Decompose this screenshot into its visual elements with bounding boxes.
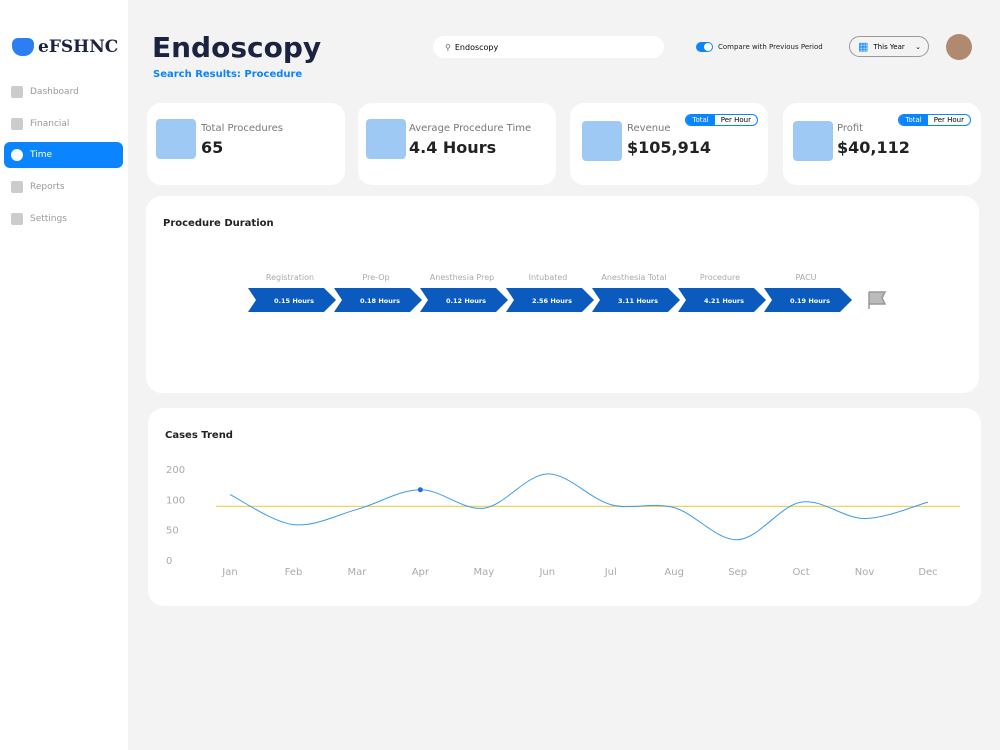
panel-title: Procedure Duration bbox=[163, 218, 274, 229]
nav-item[interactable]: Reports bbox=[4, 174, 123, 200]
card-value: $40,112 bbox=[837, 138, 910, 157]
step-label: Registration bbox=[266, 273, 314, 282]
step-label: Anesthesia Prep bbox=[430, 273, 494, 282]
search-text: Endoscopy bbox=[454, 42, 499, 52]
search-box[interactable]: ⚲ Endoscopy bbox=[433, 36, 664, 58]
page-title: Endoscopy bbox=[152, 31, 322, 64]
toggle-option[interactable]: Per Hour bbox=[933, 116, 964, 124]
y-tick-label: 0 bbox=[166, 556, 172, 567]
card-label: Revenue bbox=[627, 123, 671, 134]
trend-panel: Cases Trend 0 50 100 200 Jan Feb Mar Apr May Jun J… bbox=[148, 408, 981, 606]
x-tick-label: May bbox=[473, 567, 494, 578]
step-chevron bbox=[506, 288, 594, 312]
card-label: Profit bbox=[837, 123, 864, 134]
step-value: 3.11 Hours bbox=[618, 297, 658, 305]
duration-panel: Procedure Duration Registration 0.15 Hour… bbox=[146, 196, 979, 393]
stat-card: Revenue $105,914 Total Per Hour bbox=[570, 103, 768, 185]
step-label: Intubated bbox=[529, 273, 568, 282]
logo-icon bbox=[12, 38, 34, 56]
toggle-option[interactable]: Total bbox=[686, 115, 715, 125]
step-chevron bbox=[764, 288, 852, 312]
step-label: PACU bbox=[795, 273, 816, 282]
period-dropdown[interactable]: ▦ This Year ⌄ bbox=[849, 36, 929, 57]
duration-flow: Procedure Duration Registration 0.15 Hour… bbox=[163, 218, 887, 312]
step-chevron bbox=[334, 288, 422, 312]
toggle-switch[interactable] bbox=[696, 42, 713, 52]
chart-title: Cases Trend bbox=[165, 430, 233, 441]
x-tick-label: Jan bbox=[221, 567, 237, 578]
step-value: 0.15 Hours bbox=[274, 297, 314, 305]
step-chevron bbox=[592, 288, 680, 312]
nav-item[interactable]: Time bbox=[4, 142, 123, 168]
finish-flag bbox=[868, 291, 887, 309]
card-label: Average Procedure Time bbox=[409, 123, 532, 134]
highlight-point bbox=[417, 487, 423, 493]
nav-item[interactable]: Financial bbox=[4, 111, 123, 137]
sidebar: eFSHNC Dashboard Financial Time Reports … bbox=[0, 0, 128, 750]
trend-line bbox=[229, 473, 929, 541]
step-value: 0.12 Hours bbox=[446, 297, 486, 305]
nav-item[interactable]: Dashboard bbox=[4, 79, 123, 105]
card-label: Total Procedures bbox=[201, 123, 283, 134]
nav-item[interactable]: Settings bbox=[4, 206, 123, 232]
step-chevron bbox=[420, 288, 508, 312]
x-tick-label: Oct bbox=[792, 567, 809, 578]
compare-label: Compare with Previous Period bbox=[718, 43, 823, 51]
chart: Cases Trend 0 50 100 200 Jan Feb Mar Apr May Jun J… bbox=[165, 430, 960, 578]
x-tick-label: Dec bbox=[918, 567, 937, 578]
x-tick-label: Nov bbox=[855, 567, 875, 578]
x-tick-label: Apr bbox=[412, 567, 430, 578]
x-tick-label: Feb bbox=[285, 567, 303, 578]
stat-card: Total Procedures 65 bbox=[147, 103, 345, 185]
step-label: Pre-Op bbox=[362, 273, 389, 282]
brand: eFSHNC bbox=[38, 37, 119, 57]
y-tick-label: 100 bbox=[166, 495, 185, 506]
x-tick-label: Aug bbox=[664, 567, 684, 578]
toggle-option[interactable]: Total bbox=[899, 115, 928, 125]
card-value: 4.4 Hours bbox=[409, 138, 497, 157]
step-label: Anesthesia Total bbox=[601, 273, 666, 282]
nav-label: Reports bbox=[30, 182, 65, 192]
toggle-option[interactable]: Per Hour bbox=[720, 116, 751, 124]
step-value: 0.18 Hours bbox=[360, 297, 400, 305]
step-value: 4.21 Hours bbox=[704, 297, 744, 305]
nav-label: Time bbox=[30, 150, 53, 160]
y-tick-label: 200 bbox=[166, 465, 185, 476]
period-label: This Year bbox=[873, 42, 905, 51]
y-tick-label: 50 bbox=[166, 526, 179, 537]
toggle[interactable]: Total Per Hour bbox=[898, 114, 971, 126]
x-tick-label: Jul bbox=[604, 567, 617, 578]
step-value: 2.56 Hours bbox=[532, 297, 572, 305]
avatar[interactable] bbox=[946, 34, 972, 60]
nav-label: Settings bbox=[30, 214, 67, 224]
step-label: Procedure bbox=[700, 273, 740, 282]
step-chevron bbox=[248, 288, 336, 312]
card-value: $105,914 bbox=[627, 138, 712, 157]
x-tick-label: Jun bbox=[538, 567, 555, 578]
stat-card: Average Procedure Time 4.4 Hours bbox=[358, 103, 556, 185]
toggle[interactable]: Total Per Hour bbox=[685, 114, 758, 126]
nav-label: Financial bbox=[30, 119, 70, 129]
step-value: 0.19 Hours bbox=[790, 297, 830, 305]
x-tick-label: Mar bbox=[347, 567, 367, 578]
nav-label: Dashboard bbox=[30, 87, 79, 97]
x-tick-label: Sep bbox=[728, 567, 747, 578]
card-value: 65 bbox=[201, 138, 224, 157]
subtitle: Search Results: Procedure bbox=[153, 69, 303, 80]
step-chevron bbox=[678, 288, 766, 312]
stat-card: Profit $40,112 Total Per Hour bbox=[783, 103, 981, 185]
